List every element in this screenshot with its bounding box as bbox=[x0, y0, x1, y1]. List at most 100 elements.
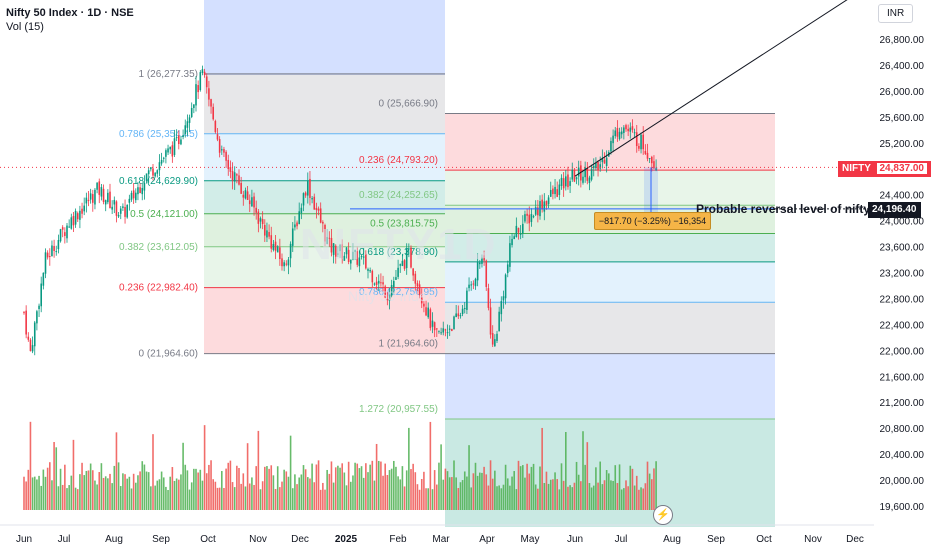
candle-body bbox=[66, 225, 68, 239]
time-axis[interactable]: Jun Jul Aug Sep Oct Nov Dec 2025 Feb Mar Apr May Jun… bbox=[0, 524, 874, 545]
volume-bar bbox=[565, 432, 567, 510]
currency-button[interactable]: INR bbox=[878, 4, 914, 23]
candle-body bbox=[266, 230, 268, 238]
candle-body bbox=[451, 328, 453, 331]
volume-bar bbox=[547, 483, 550, 510]
volume-bar bbox=[193, 468, 195, 510]
candle-body bbox=[72, 216, 75, 226]
volume-bar bbox=[324, 489, 326, 510]
candle-body bbox=[442, 328, 445, 333]
candle-body bbox=[193, 104, 195, 109]
volume-bar bbox=[109, 473, 111, 510]
volume-bar bbox=[562, 480, 565, 510]
volume-bar bbox=[238, 468, 240, 510]
candle-body bbox=[573, 170, 576, 182]
volume-bar bbox=[418, 489, 421, 510]
volume-bar bbox=[240, 483, 242, 510]
candle-body bbox=[648, 158, 651, 160]
candle-body bbox=[81, 208, 83, 214]
volume-bar bbox=[315, 464, 318, 510]
volume-bar bbox=[453, 460, 455, 510]
candle-body bbox=[502, 296, 505, 301]
candle-body bbox=[87, 199, 90, 202]
candle-body bbox=[165, 150, 167, 157]
candle-body bbox=[500, 301, 503, 315]
candle-body bbox=[427, 307, 429, 318]
volume-bar bbox=[519, 466, 522, 510]
volume-bar bbox=[255, 466, 257, 510]
volume-bar bbox=[137, 475, 139, 510]
candle-body bbox=[489, 307, 492, 335]
candle-body bbox=[436, 328, 438, 330]
time-tick: Oct bbox=[756, 534, 772, 545]
candle-body bbox=[330, 237, 333, 253]
candle-body bbox=[367, 269, 369, 271]
measure-label[interactable]: −817.70 (−3.25%) −16,354 bbox=[594, 212, 711, 230]
candle-body bbox=[135, 192, 137, 201]
volume-bar bbox=[227, 462, 230, 510]
candle-body bbox=[51, 245, 53, 257]
volume-bar bbox=[569, 485, 571, 510]
volume-bar bbox=[369, 464, 371, 510]
volume-bar bbox=[371, 460, 374, 510]
volume-bar bbox=[25, 481, 27, 510]
candle-body bbox=[431, 320, 434, 327]
candle-body bbox=[272, 243, 275, 250]
candle-body bbox=[291, 228, 294, 246]
price-axis[interactable]: 26,800.00 26,400.00 26,000.00 25,600.00 25,2… bbox=[874, 0, 932, 525]
volume-bar bbox=[296, 484, 298, 510]
candle-body bbox=[104, 200, 107, 205]
volume-bar bbox=[416, 484, 419, 510]
volume-bar bbox=[74, 487, 77, 510]
volume-bar bbox=[345, 485, 348, 510]
volume-bar bbox=[83, 475, 85, 510]
candle-body bbox=[42, 272, 45, 286]
candle-body bbox=[605, 157, 608, 167]
candle-body bbox=[240, 182, 242, 194]
candle-body bbox=[588, 177, 591, 183]
volume-bar bbox=[431, 489, 434, 510]
lightning-icon[interactable]: ⚡ bbox=[653, 505, 673, 525]
candle-body bbox=[124, 206, 126, 217]
candle-body bbox=[380, 282, 382, 284]
candle-body bbox=[595, 162, 597, 169]
volume-bar bbox=[253, 484, 255, 510]
volume-bar bbox=[644, 483, 647, 510]
volume-bar bbox=[513, 471, 515, 510]
volume-bar bbox=[504, 464, 507, 510]
volume-bar bbox=[104, 476, 107, 510]
fib-right-zone bbox=[445, 113, 775, 171]
symbol-title[interactable]: Nifty 50 Index · 1D · NSE bbox=[6, 7, 134, 19]
volume-bar bbox=[597, 482, 599, 510]
candle-body bbox=[319, 208, 322, 223]
volume-bar bbox=[522, 465, 524, 510]
candle-body bbox=[448, 328, 451, 330]
candle-body bbox=[481, 257, 483, 264]
measure-range bbox=[644, 167, 658, 219]
candle-body bbox=[199, 72, 202, 91]
volume-bar bbox=[653, 468, 655, 510]
candle-body bbox=[504, 274, 507, 299]
candle-body bbox=[300, 207, 303, 214]
volume-bar bbox=[474, 462, 477, 510]
time-tick: Nov bbox=[804, 534, 822, 545]
volume-bar bbox=[586, 442, 589, 510]
candle-body bbox=[100, 187, 103, 197]
candle-body bbox=[444, 329, 447, 331]
volume-bar bbox=[130, 488, 133, 510]
volume-bar bbox=[72, 439, 75, 510]
candle-body bbox=[332, 243, 335, 255]
fib-left-zone bbox=[204, 180, 445, 214]
candle-body bbox=[646, 152, 649, 159]
volume-bar bbox=[152, 434, 154, 510]
fib-right-extension-zone bbox=[445, 418, 775, 527]
candle-body bbox=[322, 221, 324, 224]
candle-body bbox=[141, 187, 144, 195]
volume-indicator-label[interactable]: Vol (15) bbox=[6, 21, 44, 33]
volume-bar bbox=[638, 489, 640, 510]
volume-bar bbox=[642, 488, 644, 510]
candle-body bbox=[509, 243, 511, 267]
candle-body bbox=[371, 270, 374, 283]
reversal-note[interactable]: Probable reversal level of nifty bbox=[696, 202, 871, 216]
